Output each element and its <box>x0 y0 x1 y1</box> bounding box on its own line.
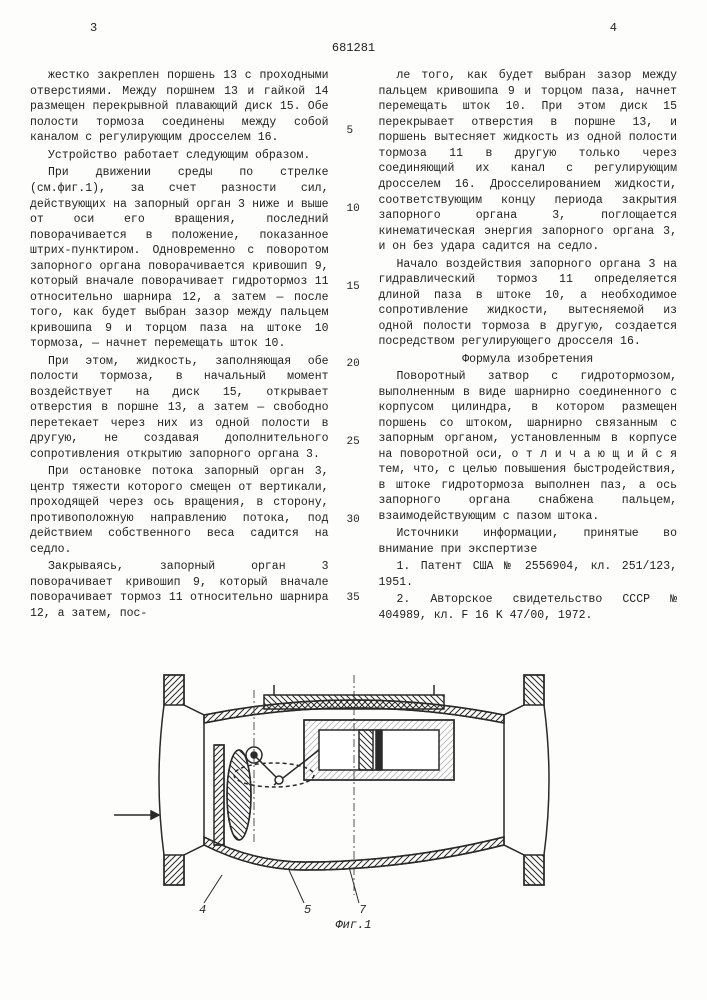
paragraph: Закрываясь, запорный орган 3 поворачивае… <box>30 559 329 621</box>
figure-1: 4 5 7 Фиг.1 <box>30 645 677 933</box>
right-column: ле того, как будет выбран зазор между па… <box>379 68 678 625</box>
line-number: 15 <box>347 280 361 295</box>
paragraph: Начало воздействия запорного органа 3 на… <box>379 257 678 350</box>
line-number: 10 <box>347 202 361 217</box>
figure-caption: Фиг.1 <box>30 917 677 933</box>
line-number: 35 <box>347 591 361 606</box>
paragraph: Поворотный затвор с гидротормозом, выпол… <box>379 369 678 524</box>
page-number-right: 4 <box>610 20 617 36</box>
paragraph: При движении среды по стрелке (см.фиг.1)… <box>30 165 329 351</box>
line-number-gutter: 5 10 15 20 25 30 35 <box>347 68 361 625</box>
ref-number: 5 <box>304 903 311 915</box>
line-number: 30 <box>347 513 361 528</box>
paragraph: ле того, как будет выбран зазор между па… <box>379 68 678 254</box>
paragraph: жестко закреплен поршень 13 с проходными… <box>30 68 329 146</box>
paragraph: При остановке потока запорный орган 3, ц… <box>30 464 329 557</box>
valve-diagram-icon: 4 5 7 <box>104 645 604 915</box>
page-number-left: 3 <box>90 20 97 36</box>
paragraph: Устройство работает следующим образом. <box>30 148 329 164</box>
line-number: 25 <box>347 435 361 450</box>
paragraph: При этом, жидкость, заполняющая обе поло… <box>30 354 329 463</box>
paragraph: 2. Авторское свидетельство СССР № 404989… <box>379 592 678 623</box>
ref-number: 4 <box>199 903 206 915</box>
line-number: 20 <box>347 357 361 372</box>
left-column: жестко закреплен поршень 13 с проходными… <box>30 68 329 625</box>
line-number: 5 <box>347 124 361 139</box>
document-number: 681281 <box>30 40 677 56</box>
text-columns: жестко закреплен поршень 13 с проходными… <box>30 68 677 625</box>
ref-number: 7 <box>359 903 367 915</box>
formula-title: Формула изобретения <box>379 352 678 368</box>
paragraph: 1. Патент США № 2556904, кл. 251/123, 19… <box>379 559 678 590</box>
paragraph: Источники информации, принятые во вниман… <box>379 526 678 557</box>
